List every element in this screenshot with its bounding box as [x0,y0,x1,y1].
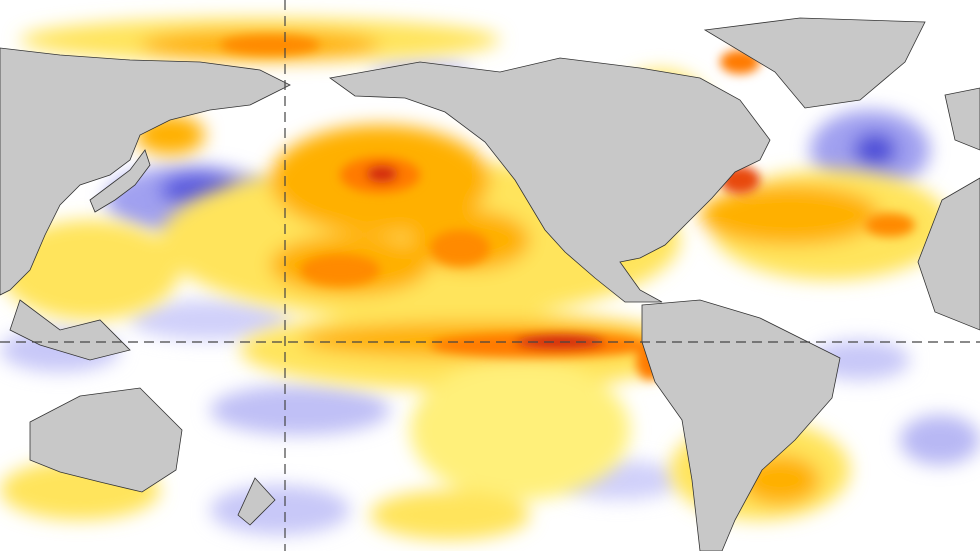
land-greenland [703,17,926,109]
land-new-zealand [237,477,276,526]
land-eurasia [0,47,291,296]
landmasses [0,17,980,551]
land-maritime-asia [9,299,131,361]
land-europe [944,87,980,151]
strong-warm-anomalies [220,35,915,380]
land-australia [29,387,183,493]
land-japan [89,149,151,213]
land-africa [917,177,980,331]
land-north-america [328,57,771,303]
land-south-america [641,299,841,551]
